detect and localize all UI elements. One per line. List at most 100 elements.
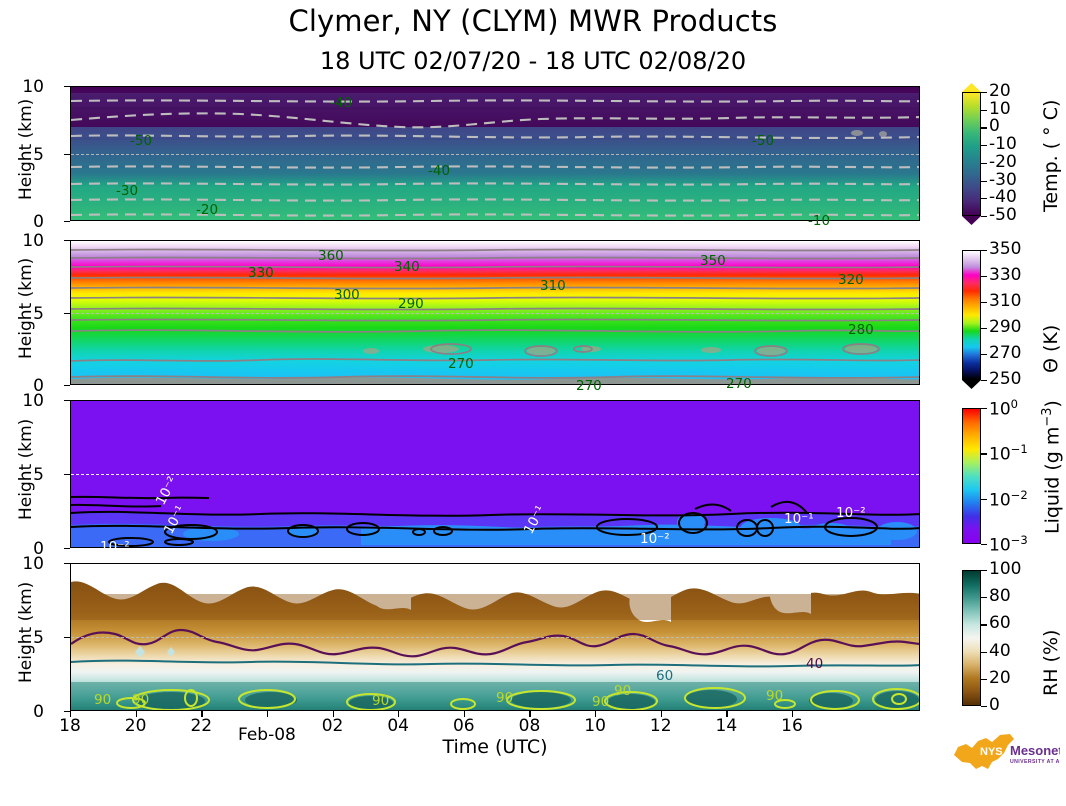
colorbar-temperature xyxy=(962,92,981,216)
colorbar-tick-label: 80 xyxy=(989,586,1011,607)
colorbar-tick-mark xyxy=(981,678,987,680)
colorbar-tick-mark xyxy=(981,250,987,252)
contour-label: 40 xyxy=(806,656,824,672)
x-tick-label: 20 xyxy=(124,716,147,736)
contour-label: 270 xyxy=(448,356,474,372)
x-tick-label: 06 xyxy=(452,716,475,736)
colorbar-tick-label: -40 xyxy=(989,187,1017,208)
colorbar-tick-label: -30 xyxy=(989,169,1017,190)
x-tick-mark xyxy=(332,711,334,717)
contour-label: 280 xyxy=(848,322,874,338)
colorbar-tick-mark xyxy=(981,624,987,626)
colorbar-tick-mark xyxy=(981,92,987,94)
colorbar-tick-mark xyxy=(981,498,987,500)
ny-state-shape xyxy=(954,734,1014,769)
x-tick-label: 04 xyxy=(387,716,409,736)
logo-graphic: NYS Mesonet UNIVERSITY AT ALBANY xyxy=(954,734,1066,769)
y-tick-label: 5 xyxy=(33,465,44,485)
contour-label: -10 xyxy=(808,213,831,229)
colorbar-tick-mark xyxy=(981,651,987,653)
x-tick-mark xyxy=(463,711,466,717)
theta-field xyxy=(71,241,919,384)
temperature-field xyxy=(71,87,919,220)
contour-label: 10⁻¹ xyxy=(784,511,814,527)
colorbar-tick-label: 330 xyxy=(989,265,1022,285)
y-tick-label: 5 xyxy=(33,144,44,165)
reference-line-5km xyxy=(71,313,919,314)
colorbar-tick-mark xyxy=(981,198,987,200)
colorbar-tick-label: 0 xyxy=(989,116,1000,137)
contour-label: 300 xyxy=(334,287,360,303)
logo-nys-text: NYS xyxy=(980,746,1003,758)
contour-label: 270 xyxy=(726,376,752,392)
temperature-heatmap xyxy=(71,87,919,220)
colorbar-tick-label: 10−1 xyxy=(989,442,1028,465)
contour-label: 90 xyxy=(592,694,610,710)
x-tick-mark xyxy=(266,711,269,717)
colorbar-tick-mark xyxy=(981,180,987,182)
contour-label: 60 xyxy=(656,668,674,684)
colorbar-extend-bottom-icon xyxy=(962,380,981,389)
contour-label: -40 xyxy=(428,163,451,179)
y-tick-mark xyxy=(64,86,70,88)
y-tick-label: 10 xyxy=(22,554,44,574)
colorbar-tick-label: 10 xyxy=(989,98,1011,119)
colorbar-tick-mark xyxy=(981,453,987,455)
y-tick-label: 0 xyxy=(33,376,44,396)
colorbar-tick-mark xyxy=(981,145,987,147)
contour-label: 10⁻² xyxy=(640,531,670,547)
colorbar-title: Temp. ( ° C) xyxy=(1040,99,1062,212)
contour-label: 320 xyxy=(838,272,864,288)
contour-label: -50 xyxy=(130,133,153,149)
colorbar-extend-top-icon xyxy=(962,241,981,250)
colorbar-relative-humidity xyxy=(962,570,981,706)
contour-label: 270 xyxy=(576,378,602,394)
colorbar-tick-mark xyxy=(981,328,987,330)
x-tick-label: 08 xyxy=(518,716,541,736)
colorbar-tick-label: 10−3 xyxy=(989,533,1028,556)
colorbar-tick-mark xyxy=(981,162,987,165)
reference-line-5km xyxy=(71,637,919,638)
x-tick-label: 02 xyxy=(321,716,344,736)
panel-temperature xyxy=(70,86,920,221)
x-tick-label: 18 xyxy=(59,716,81,736)
x-tick-mark xyxy=(201,711,203,717)
y-tick-label: 5 xyxy=(33,628,44,648)
colorbar-tick-label: 10−2 xyxy=(989,487,1028,511)
colorbar-tick-label: 20 xyxy=(989,81,1011,101)
x-tick-mark xyxy=(135,711,137,717)
y-tick-mark xyxy=(64,548,70,550)
contour-label: -30 xyxy=(116,183,139,199)
contour-label: 90 xyxy=(766,688,784,704)
x-tick-mark xyxy=(398,711,400,717)
contour-label: 310 xyxy=(540,278,566,294)
logo-tagline: UNIVERSITY AT ALBANY xyxy=(1010,759,1060,765)
contour-label: 350 xyxy=(700,253,726,269)
colorbar-tick-label: 250 xyxy=(989,369,1022,389)
liquid-field xyxy=(71,401,919,547)
contour-label: 340 xyxy=(394,259,420,275)
colorbar-tick-label: 310 xyxy=(989,291,1022,311)
y-tick-label: 5 xyxy=(33,303,44,324)
colorbar-tick-label: 350 xyxy=(989,239,1022,259)
colorbar-tick-label: 100 xyxy=(989,559,1022,579)
page-subtitle: 18 UTC 02/07/20 - 18 UTC 02/08/20 xyxy=(319,47,747,75)
y-tick-mark xyxy=(64,312,70,314)
y-tick-mark xyxy=(64,385,70,387)
y-tick-label: 10 xyxy=(22,391,44,411)
colorbar-extend-top-icon xyxy=(962,83,981,92)
y-tick-label: 10 xyxy=(22,77,44,97)
x-tick-mark xyxy=(660,711,663,717)
y-tick-mark xyxy=(64,240,70,242)
y-tick-label: 0 xyxy=(33,539,44,559)
x-tick-mark xyxy=(726,711,728,717)
x-tick-label: 14 xyxy=(715,716,738,736)
x-tick-mark xyxy=(70,711,72,717)
page-title: Clymer, NY (CLYM) MWR Products xyxy=(288,4,778,38)
colorbar-tick-mark xyxy=(981,127,987,129)
y-tick-mark xyxy=(64,153,70,155)
colorbar-extend-bottom-icon xyxy=(962,216,981,225)
y-tick-label: 0 xyxy=(33,702,44,722)
colorbar-title: RH (%) xyxy=(1040,629,1062,696)
colorbar-title: Liquid (g m−3) xyxy=(1040,400,1064,534)
